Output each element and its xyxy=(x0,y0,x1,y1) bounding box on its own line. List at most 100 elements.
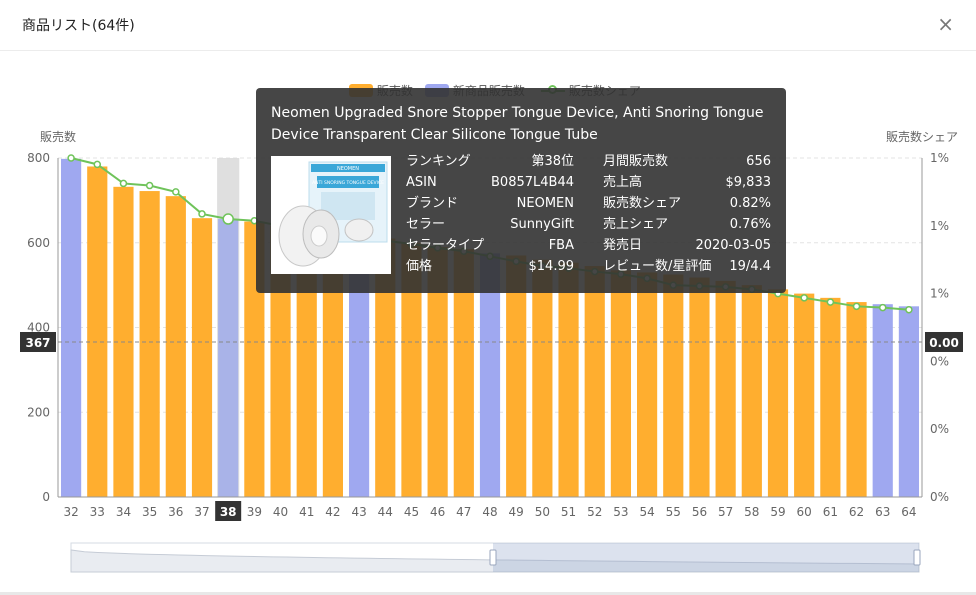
tooltip-right-value: 656 xyxy=(746,154,771,169)
x-tick-label: 54 xyxy=(639,505,654,519)
bar-63[interactable] xyxy=(872,304,893,497)
tooltip-left-row: 価格 $14.99 xyxy=(406,257,574,277)
x-tick-label: 56 xyxy=(692,505,707,519)
bar-64[interactable] xyxy=(898,306,919,497)
bar-40[interactable] xyxy=(270,225,291,498)
y-tick-left: 600 xyxy=(27,236,50,250)
y-tick-left: 200 xyxy=(27,405,50,419)
x-tick-label: 45 xyxy=(404,505,419,519)
tooltip-right-label: 売上シェア xyxy=(603,217,669,232)
bar-54[interactable] xyxy=(637,272,658,497)
x-tick-label: 57 xyxy=(718,505,733,519)
bar-43[interactable] xyxy=(349,234,370,497)
x-tick-label: 51 xyxy=(561,505,576,519)
x-tick-label: 37 xyxy=(194,505,209,519)
y-tick-right: 0% xyxy=(930,422,949,436)
x-tick-label: 42 xyxy=(325,505,340,519)
bar-62[interactable] xyxy=(846,302,867,497)
bar-42[interactable] xyxy=(322,232,343,497)
tooltip-left-row: ランキング 第38位 xyxy=(406,152,574,172)
zoom-selected-range[interactable] xyxy=(493,543,919,572)
tooltip-left-value: B0857L4B44 xyxy=(491,175,574,190)
bar-46[interactable] xyxy=(427,246,448,497)
tooltip-right-value: $9,833 xyxy=(725,175,772,190)
bar-52[interactable] xyxy=(584,266,605,497)
share-point xyxy=(67,154,75,162)
y-tick-right: 1% xyxy=(930,287,949,301)
bar-56[interactable] xyxy=(689,277,710,497)
bar-45[interactable] xyxy=(401,242,422,497)
close-icon[interactable]: × xyxy=(937,12,954,36)
x-tick-label: 48 xyxy=(482,505,497,519)
modal-header: 商品リスト(64件) × xyxy=(0,0,976,51)
x-tick-label: 53 xyxy=(613,505,628,519)
x-tick-label: 46 xyxy=(430,505,445,519)
share-point xyxy=(222,213,234,225)
x-tick-label: 43 xyxy=(351,505,366,519)
zoom-handle-right[interactable] xyxy=(913,549,921,566)
y-axis-label-left: 販売数 xyxy=(40,129,76,144)
tooltip-left-label: セラータイプ xyxy=(406,238,485,253)
y-axis-label-right: 販売数シェア xyxy=(886,129,958,144)
tooltip-left-value: FBA xyxy=(548,238,574,253)
x-tick-label: 39 xyxy=(247,505,262,519)
x-tick-label: 44 xyxy=(378,505,393,519)
y-tick-left: 0 xyxy=(42,490,50,504)
tooltip-right-value: 2020-03-05 xyxy=(695,238,771,253)
y-tick-right: 1% xyxy=(930,151,949,165)
tooltip-left-row: セラー SunnyGift xyxy=(406,215,574,235)
y-tick-right: 1% xyxy=(930,219,949,233)
tooltip-right-row: レビュー数/星評価 19/4.4 xyxy=(603,257,771,277)
bar-59[interactable] xyxy=(767,289,789,497)
bar-38[interactable] xyxy=(218,219,239,497)
bar-36[interactable] xyxy=(165,196,186,497)
x-tick-label: 34 xyxy=(116,505,131,519)
bar-32[interactable] xyxy=(61,158,82,497)
tooltip-left-value: NEOMEN xyxy=(516,196,574,211)
y-tick-left: 800 xyxy=(27,151,50,165)
bar-44[interactable] xyxy=(375,238,396,497)
bar-61[interactable] xyxy=(820,297,841,497)
x-tick-label: 38 xyxy=(220,505,237,519)
bar-48[interactable] xyxy=(479,253,501,497)
bar-41[interactable] xyxy=(296,230,317,497)
share-point xyxy=(852,302,861,311)
bar-49[interactable] xyxy=(506,255,527,497)
bar-50[interactable] xyxy=(532,259,553,497)
share-point xyxy=(198,210,206,218)
share-point xyxy=(878,303,887,312)
bar-35[interactable] xyxy=(139,191,160,498)
bar-47[interactable] xyxy=(453,249,474,497)
x-tick-highlight xyxy=(215,501,242,521)
bar-57[interactable] xyxy=(715,280,736,497)
tooltip-left-label: ASIN xyxy=(406,175,437,190)
tooltip-right-row: 月間販売数 656 xyxy=(603,152,771,172)
x-tick-label: 33 xyxy=(90,505,105,519)
share-point xyxy=(826,298,835,306)
x-tick-label: 47 xyxy=(456,505,471,519)
bar-37[interactable] xyxy=(191,218,213,498)
bar-51[interactable] xyxy=(558,262,579,497)
x-tick-label: 49 xyxy=(509,505,524,519)
x-tick-label: 36 xyxy=(168,505,183,519)
bar-60[interactable] xyxy=(794,293,815,497)
bar-33[interactable] xyxy=(87,166,108,497)
x-tick-label: 64 xyxy=(901,505,916,519)
tooltip-right-label: 発売日 xyxy=(603,238,643,253)
zoom-handle-left[interactable] xyxy=(489,549,497,566)
product-image-text: ANTI SNORING TONGUE DEVICE xyxy=(312,180,384,186)
bar-53[interactable] xyxy=(610,270,631,497)
bar-55[interactable] xyxy=(663,274,684,497)
tooltip-right-value: 0.76% xyxy=(729,217,771,232)
x-tick-label: 50 xyxy=(535,505,550,519)
x-tick-label: 61 xyxy=(823,505,838,519)
share-point xyxy=(119,179,128,188)
x-tick-label: 59 xyxy=(770,505,785,519)
x-tick-label: 58 xyxy=(744,505,759,519)
tooltip-right-label: レビュー数/星評価 xyxy=(603,259,712,274)
bar-58[interactable] xyxy=(741,285,762,497)
tooltip-left-label: ブランド xyxy=(406,196,459,211)
x-tick-label: 32 xyxy=(63,505,78,519)
share-point xyxy=(905,305,913,314)
x-tick-label: 55 xyxy=(666,505,681,519)
